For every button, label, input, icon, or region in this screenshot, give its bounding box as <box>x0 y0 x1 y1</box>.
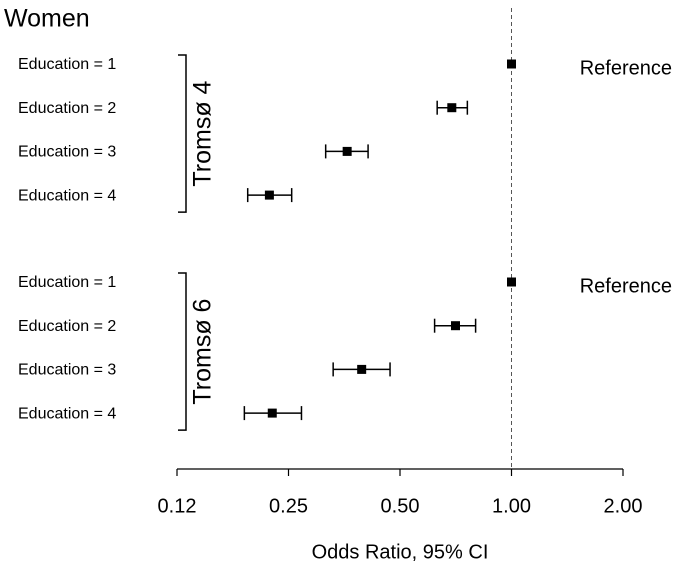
chart-title: Women <box>4 5 90 33</box>
point <box>450 321 460 331</box>
row-label: Education = 4 <box>18 187 116 204</box>
row-label: Education = 2 <box>18 318 116 335</box>
point <box>342 146 352 156</box>
x-tick-label: 1.00 <box>492 495 531 517</box>
x-tick-label: 2.00 <box>604 495 643 517</box>
row-label: Education = 1 <box>18 56 116 73</box>
group-label: Tromsø 4 <box>189 80 217 186</box>
row-label: Education = 3 <box>18 144 116 161</box>
group-label: Tromsø 6 <box>189 299 217 405</box>
x-tick-label: 0.12 <box>158 495 197 517</box>
point <box>357 364 367 374</box>
x-axis-label: Odds Ratio, 95% CI <box>312 541 489 563</box>
row-label: Education = 1 <box>18 274 116 291</box>
point <box>507 277 516 287</box>
annotation: Reference <box>580 275 672 297</box>
point <box>507 59 516 69</box>
point <box>264 190 274 200</box>
point <box>267 408 277 418</box>
group-bracket <box>178 272 187 431</box>
row-label: Education = 3 <box>18 362 116 379</box>
row-label: Education = 2 <box>18 100 116 117</box>
x-tick-label: 0.25 <box>269 495 308 517</box>
x-tick-label: 0.50 <box>381 495 420 517</box>
row-label: Education = 4 <box>18 405 116 422</box>
annotation: Reference <box>580 57 672 79</box>
point <box>447 103 457 113</box>
group-bracket <box>178 54 187 213</box>
